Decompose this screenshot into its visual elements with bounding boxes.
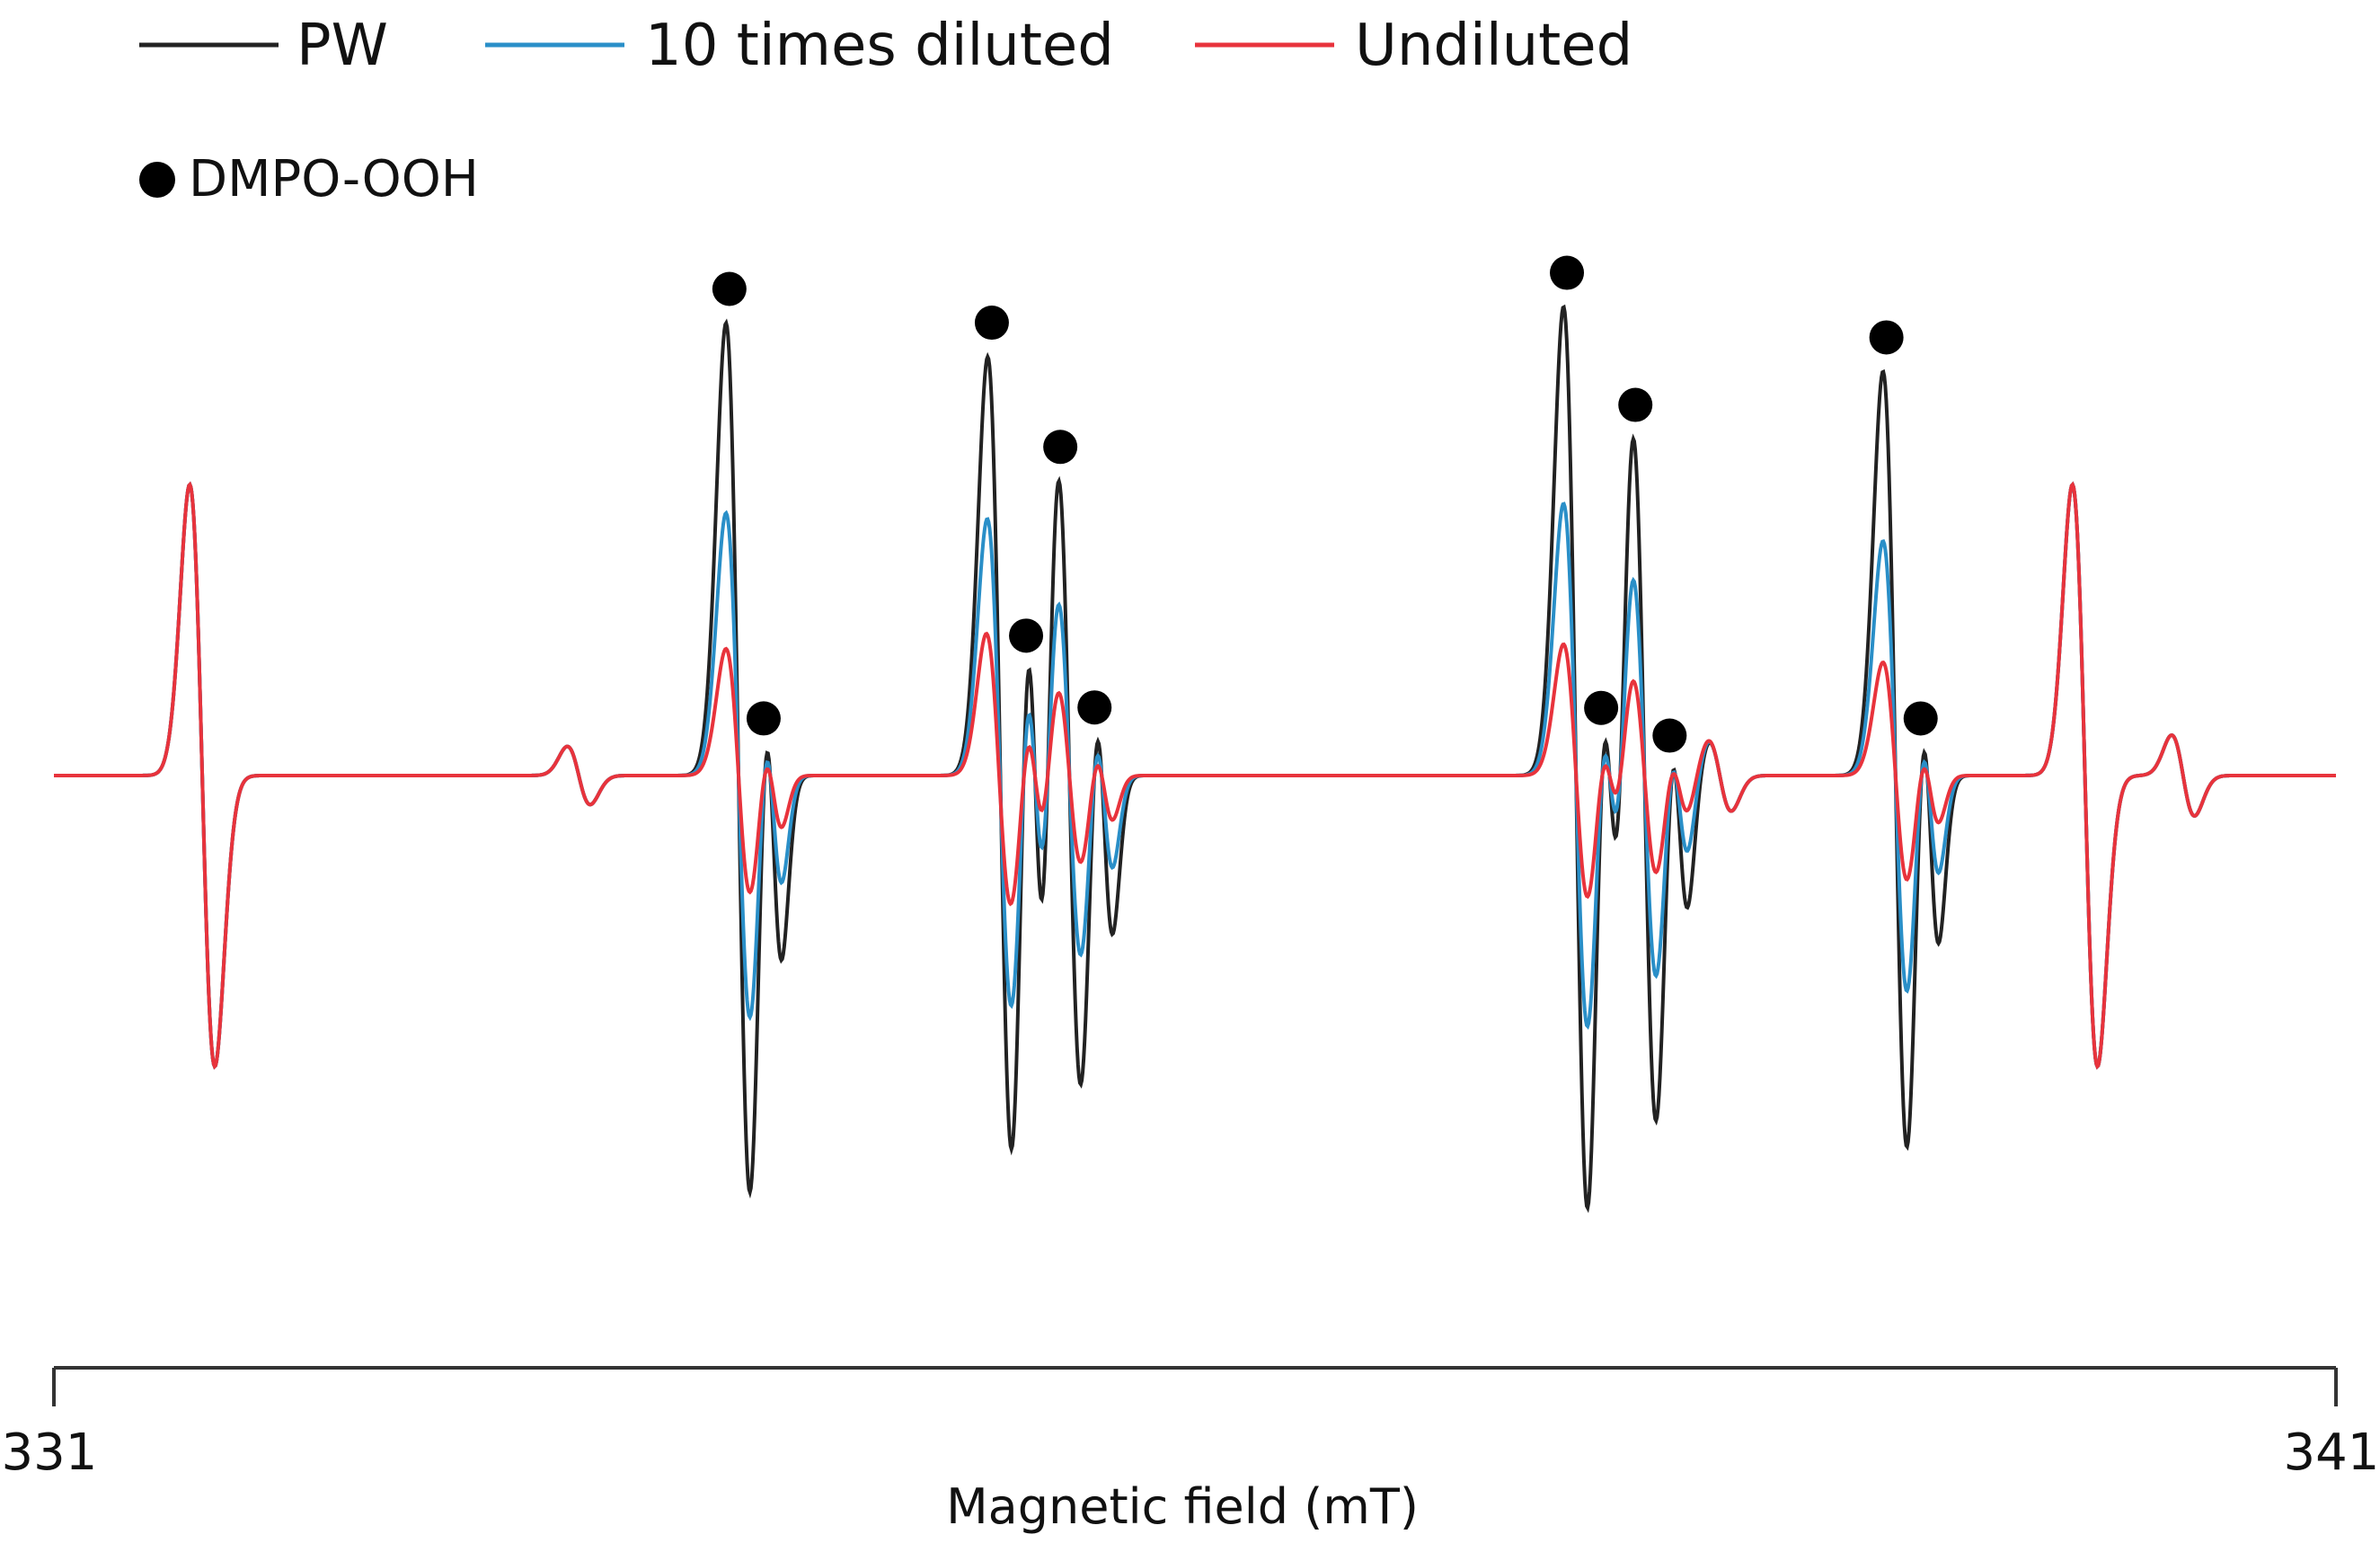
dmpo-ooh-marker-7 (1550, 255, 1585, 290)
x-tick-label-341: 341 (2284, 1423, 2380, 1482)
dmpo-ooh-marker-3 (974, 306, 1009, 341)
dmpo-ooh-marker-2 (746, 701, 781, 736)
legend-item-undiluted: Undiluted (1195, 13, 1632, 79)
legend-marker-dmpo-ooh (139, 162, 175, 198)
legend: PW 10 times diluted Undiluted DMPO-OOH (139, 13, 1632, 208)
dmpo-ooh-marker-12 (1903, 701, 1938, 736)
dmpo-ooh-marker-4 (1009, 618, 1044, 653)
legend-label-undiluted: Undiluted (1355, 13, 1632, 79)
x-tick-label-331: 331 (2, 1423, 98, 1482)
marker-layer (712, 255, 1938, 753)
legend-item-10-times-diluted: 10 times diluted (485, 13, 1114, 79)
dmpo-ooh-marker-8 (1584, 690, 1619, 725)
dmpo-ooh-marker-10 (1652, 718, 1687, 753)
legend-label-pw: PW (296, 13, 388, 79)
dmpo-ooh-marker-9 (1618, 387, 1653, 422)
dmpo-ooh-marker-5 (1043, 430, 1078, 465)
legend-label-10-times-diluted: 10 times diluted (645, 13, 1114, 79)
x-axis: 331 341 Magnetic field (mT) (2, 1366, 2380, 1535)
dmpo-ooh-marker-1 (712, 271, 747, 306)
dmpo-ooh-marker-6 (1077, 690, 1112, 725)
legend-item-dmpo-ooh: DMPO-OOH (139, 150, 479, 208)
series-layer (54, 304, 2336, 1213)
legend-label-dmpo-ooh: DMPO-OOH (189, 150, 479, 208)
series-line-undiluted (54, 481, 2336, 1070)
dmpo-ooh-marker-11 (1869, 320, 1904, 355)
legend-item-pw: PW (139, 13, 388, 79)
series-line-pw (54, 304, 2336, 1213)
x-axis-label: Magnetic field (mT) (946, 1478, 1419, 1535)
